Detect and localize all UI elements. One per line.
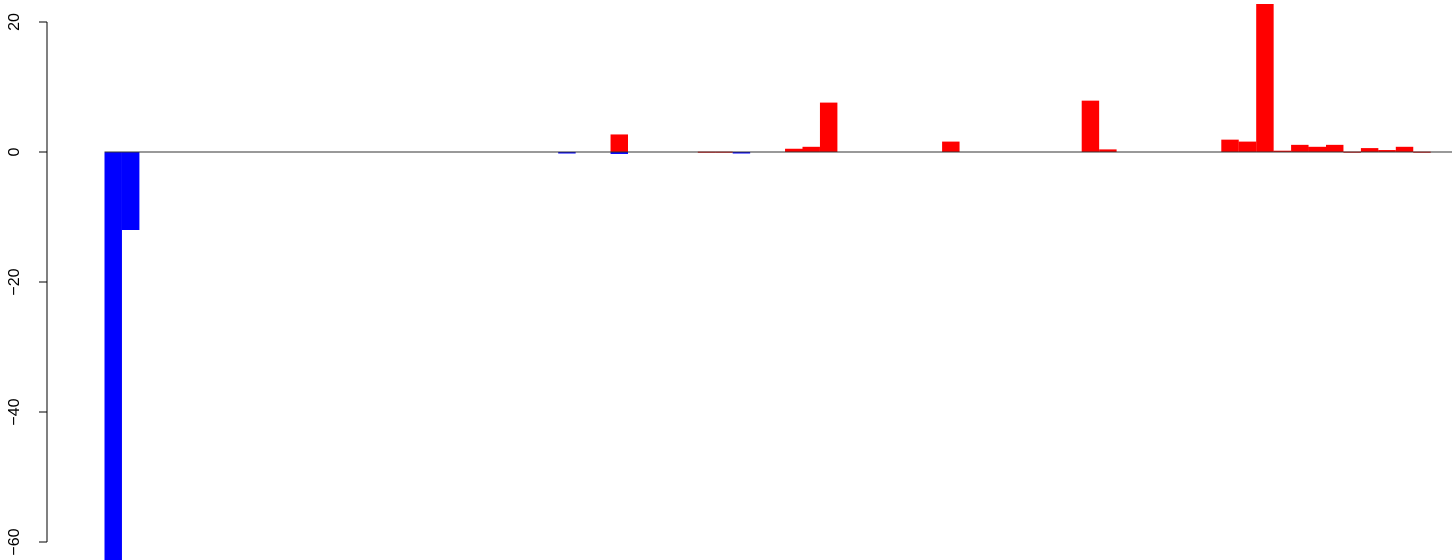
y-tick-label: −20: [6, 268, 23, 295]
bar-positive: [1395, 146, 1414, 152]
y-axis: −60 −40 −20 0 20: [6, 13, 48, 556]
bar-positive: [1256, 4, 1274, 152]
bar-positive: [1378, 150, 1396, 152]
bar-positive: [1099, 149, 1117, 152]
bar-positive: [819, 102, 838, 152]
bar-positive: [1273, 150, 1292, 153]
bar-positive: [1081, 100, 1100, 152]
bar-negative: [121, 152, 140, 230]
y-tick-label: −60: [6, 528, 23, 555]
bar-negative: [104, 152, 122, 560]
bar-positive: [610, 134, 628, 152]
bar-positive: [1326, 144, 1344, 152]
bar-positive: [1238, 141, 1257, 152]
y-tick-label: 0: [6, 147, 23, 156]
bar-positive: [802, 146, 820, 152]
bar-positive: [942, 141, 960, 152]
y-tick-label: 20: [6, 13, 23, 31]
bar-positive: [1308, 146, 1326, 152]
bar-positive: [785, 148, 803, 152]
bars-group: [104, 4, 1431, 560]
y-tick-label: −40: [6, 398, 23, 425]
bar-positive: [1221, 139, 1239, 152]
bar-positive: [1291, 144, 1309, 152]
bar-positive: [1360, 148, 1379, 152]
bar-negative: [732, 152, 751, 154]
bar-negative: [558, 152, 576, 154]
bar-negative: [610, 152, 628, 154]
